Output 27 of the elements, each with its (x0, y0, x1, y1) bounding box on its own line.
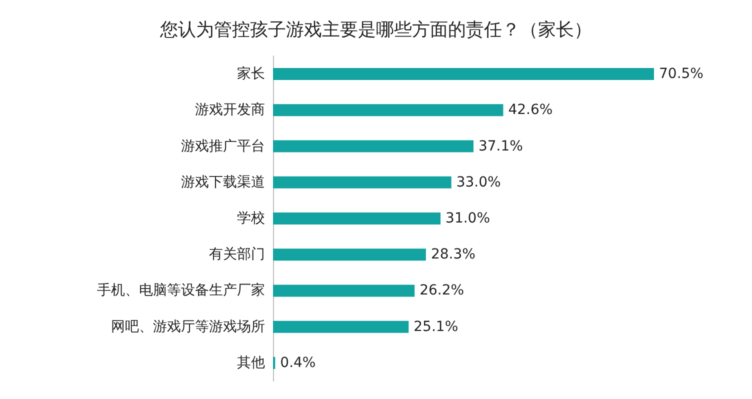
y-tick-label: 其他 (237, 354, 265, 371)
y-tick-label: 游戏开发商 (195, 102, 265, 118)
bar (273, 104, 504, 116)
y-tick-label: 有关部门 (209, 246, 265, 263)
bar (273, 284, 415, 297)
y-tick-label: 手机、电脑等设备生产厂家 (97, 282, 265, 299)
data-label: 42.6% (508, 102, 553, 118)
data-label: 0.4% (280, 354, 316, 371)
y-tick-label: 学校 (237, 210, 265, 226)
y-tick-label: 网吧、游戏厅等游戏场所 (111, 318, 265, 335)
y-tick-label: 游戏推广平台 (181, 138, 265, 154)
chart-title: 您认为管控孩子游戏主要是哪些方面的责任？（家长） (159, 20, 592, 40)
bar (273, 68, 654, 80)
bar (273, 320, 409, 333)
bar (273, 212, 441, 224)
y-tick-label: 游戏下载渠道 (181, 174, 265, 190)
data-label: 25.1% (414, 318, 458, 335)
data-label: 37.1% (478, 138, 523, 154)
bar (273, 248, 426, 261)
bar (273, 176, 452, 188)
y-tick-label: 家长 (237, 66, 265, 82)
data-label: 28.3% (430, 246, 476, 263)
data-label: 70.5% (659, 66, 704, 82)
data-label: 26.2% (420, 282, 464, 299)
bar (273, 140, 474, 152)
data-label: 33.0% (456, 174, 501, 190)
data-label: 31.0% (446, 210, 490, 226)
